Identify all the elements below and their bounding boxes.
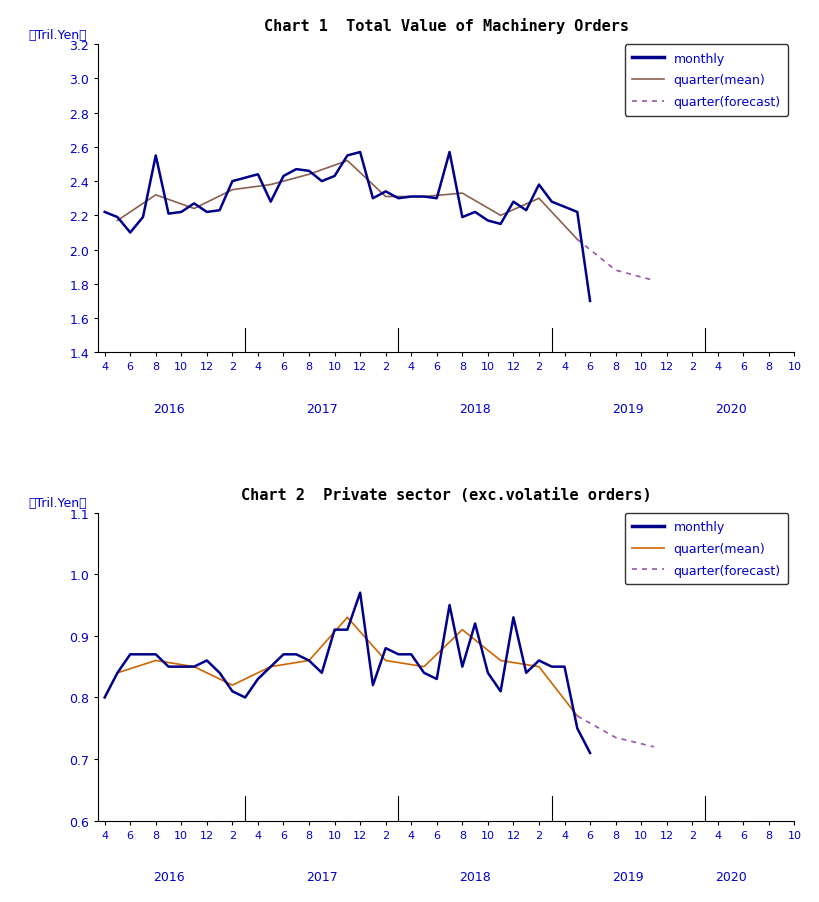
Text: 2020: 2020	[715, 870, 746, 883]
Text: 2017: 2017	[306, 402, 337, 415]
Text: 2019: 2019	[613, 402, 645, 415]
Legend: monthly, quarter(mean), quarter(forecast): monthly, quarter(mean), quarter(forecast…	[625, 513, 788, 584]
Text: 2018: 2018	[459, 870, 491, 883]
Text: 2017: 2017	[306, 870, 337, 883]
Title: Chart 1  Total Value of Machinery Orders: Chart 1 Total Value of Machinery Orders	[264, 18, 629, 34]
Text: 2020: 2020	[715, 402, 746, 415]
Text: 2016: 2016	[152, 402, 184, 415]
Text: 2018: 2018	[459, 402, 491, 415]
Text: （Tril.Yen）: （Tril.Yen）	[29, 497, 88, 510]
Title: Chart 2  Private sector (exc.volatile orders): Chart 2 Private sector (exc.volatile ord…	[241, 487, 652, 502]
Text: 2016: 2016	[152, 870, 184, 883]
Text: 2019: 2019	[613, 870, 645, 883]
Text: （Tril.Yen）: （Tril.Yen）	[29, 29, 88, 42]
Legend: monthly, quarter(mean), quarter(forecast): monthly, quarter(mean), quarter(forecast…	[625, 45, 788, 116]
